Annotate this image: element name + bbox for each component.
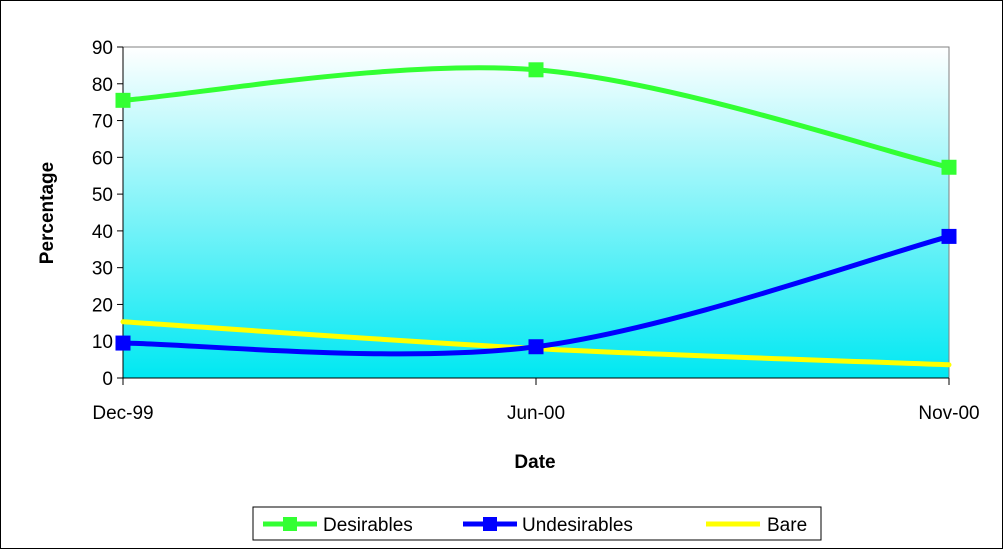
legend-label-undesirables: Undesirables	[522, 515, 633, 536]
y-tick-label: 40	[92, 222, 113, 243]
y-tick-label: 80	[92, 75, 113, 96]
x-tick-label: Jun-00	[507, 403, 565, 424]
data-point-undesirables	[941, 228, 957, 244]
y-tick-label: 30	[92, 259, 113, 280]
series-markers	[115, 62, 957, 355]
legend-label-desirables: Desirables	[323, 515, 413, 536]
plot-area	[122, 46, 950, 379]
legend-label-bare: Bare	[767, 515, 807, 536]
legend-marker-desirables	[283, 517, 297, 531]
data-point-undesirables	[115, 335, 131, 351]
y-tick-label: 60	[92, 148, 113, 169]
y-tick-label: 20	[92, 295, 113, 316]
legend-marker-undesirables	[483, 517, 497, 531]
y-tick-label: 0	[102, 369, 113, 390]
y-tick-label: 10	[92, 332, 113, 353]
x-axis: Dec-99 Jun-00 Nov-00	[92, 377, 980, 424]
data-point-desirables	[941, 159, 957, 175]
y-tick-label: 90	[92, 38, 113, 59]
y-axis-title: Percentage	[37, 162, 58, 264]
data-point-undesirables	[528, 339, 544, 355]
x-tick-label: Nov-00	[918, 403, 979, 424]
data-point-desirables	[115, 92, 131, 108]
x-tick-label: Dec-99	[92, 403, 153, 424]
y-tick-label: 70	[92, 112, 113, 133]
x-axis-title: Date	[514, 452, 555, 473]
data-point-desirables	[528, 62, 544, 78]
legend: Desirables Undesirables Bare	[252, 506, 822, 541]
y-tick-label: 50	[92, 185, 113, 206]
